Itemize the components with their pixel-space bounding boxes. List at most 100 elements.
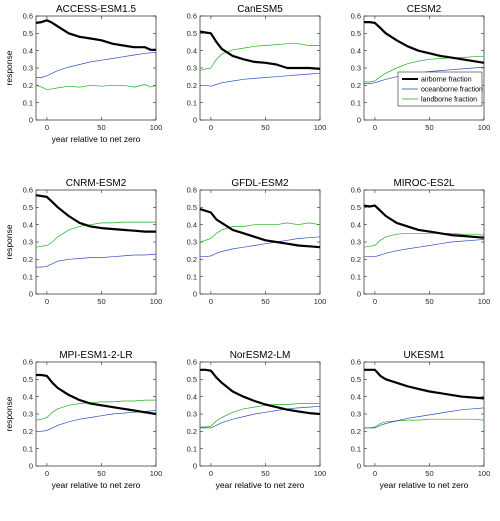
series-line-landborne (200, 403, 320, 428)
y-tick-label: 0.5 (187, 203, 197, 212)
y-tick-label: 0.4 (187, 220, 197, 229)
y-tick-label: 0.2 (187, 427, 197, 436)
panel-title: NorESM2-LM (230, 350, 291, 361)
panel-canesm5: 0 0.1 0.2 0.3 0.4 0.5 0.6 0 50 100 CanESM5 (187, 4, 327, 132)
x-tick-label: 0 (45, 297, 49, 306)
panel-title: MIROC-ES2L (393, 178, 455, 189)
y-tick-label: 0.6 (23, 358, 33, 367)
y-tick-label: 0.6 (23, 186, 33, 195)
y-tick-label: 0.3 (351, 64, 361, 73)
panel-cnrm-esm2: 0 0.1 0.2 0.3 0.4 0.5 0.6 0 50 100 CNRM-ESM2 respon… (4, 178, 162, 306)
plot-frame (35, 15, 157, 121)
y-tick-label: 0.4 (187, 392, 197, 401)
x-tick-label: 0 (373, 297, 377, 306)
series-line-oceanborne (36, 52, 157, 78)
x-tick-label: 100 (314, 123, 327, 132)
y-tick-label: 0 (29, 116, 33, 125)
panel-cesm2: 0 0.1 0.2 0.3 0.4 0.5 0.6 0 50 100 CESM2 airborne f… (351, 4, 491, 132)
y-tick-label: 0.5 (351, 29, 361, 38)
series-line-airborne (200, 368, 321, 416)
y-tick-label: 0.6 (351, 12, 361, 21)
y-tick-label: 0.1 (187, 444, 197, 453)
y-tick-label: 0.5 (351, 203, 361, 212)
panel-noresm2-lm: 0 0.1 0.2 0.3 0.4 0.5 0.6 0 50 100 NorESM2-LM year … (187, 350, 327, 490)
y-tick-label: 0.2 (351, 81, 361, 90)
x-tick-label: 50 (261, 123, 269, 132)
series-line-airborne (199, 208, 321, 249)
y-tick-label: 0.3 (23, 238, 33, 247)
legend-label: oceanborne fraction (421, 86, 483, 93)
y-tick-label: 0.1 (187, 98, 197, 107)
y-tick-label: 0.6 (187, 12, 197, 21)
series-line-landborne (199, 43, 320, 71)
series-line-landborne (199, 222, 321, 243)
x-tick-label: 0 (373, 469, 377, 478)
x-axis-label: year relative to net zero (52, 480, 141, 490)
y-tick-label: 0.3 (187, 410, 197, 419)
y-tick-label: 0.5 (351, 375, 361, 384)
y-tick-label: 0.6 (351, 358, 361, 367)
y-tick-label: 0.1 (23, 98, 33, 107)
series-line-airborne (363, 204, 485, 239)
y-tick-label: 0.3 (351, 410, 361, 419)
plot-frame (363, 189, 485, 295)
y-tick-label: 0.6 (351, 186, 361, 195)
y-tick-label: 0.4 (23, 392, 33, 401)
x-tick-label: 50 (261, 297, 269, 306)
plot-frame (35, 189, 157, 295)
x-tick-label: 50 (97, 297, 105, 306)
y-tick-label: 0.5 (23, 29, 33, 38)
series-line-oceanborne (36, 410, 157, 432)
y-tick-label: 0.5 (23, 375, 33, 384)
x-tick-label: 0 (209, 123, 213, 132)
x-tick-label: 50 (97, 123, 105, 132)
series-line-oceanborne (364, 239, 485, 258)
x-tick-label: 100 (314, 469, 327, 478)
x-axis-label: year relative to net zero (380, 480, 469, 490)
panel-title: UKESM1 (403, 350, 445, 361)
panel-title: MPI-ESM1-2-LR (59, 350, 132, 361)
panel-title: ACCESS-ESM1.5 (56, 4, 136, 15)
y-tick-label: 0.6 (187, 186, 197, 195)
y-tick-label: 0.6 (23, 12, 33, 21)
x-tick-label: 0 (373, 123, 377, 132)
series-line-airborne (35, 19, 156, 51)
panel-title: CanESM5 (237, 4, 283, 15)
y-tick-label: 0.3 (23, 410, 33, 419)
y-tick-label: 0.4 (351, 220, 361, 229)
x-tick-label: 100 (150, 123, 163, 132)
y-tick-label: 0.2 (351, 255, 361, 264)
series-line-oceanborne (36, 253, 157, 268)
series-line-airborne (35, 194, 156, 233)
y-tick-label: 0.2 (351, 427, 361, 436)
legend-label: landborne fraction (421, 96, 477, 103)
y-tick-label: 0.2 (23, 427, 33, 436)
series-line-oceanborne (364, 407, 485, 429)
y-tick-label: 0.1 (23, 444, 33, 453)
y-tick-label: 0.2 (23, 255, 33, 264)
panel-title: CNRM-ESM2 (66, 178, 127, 189)
y-tick-label: 0.4 (23, 220, 33, 229)
y-tick-label: 0.1 (351, 98, 361, 107)
y-tick-label: 0 (29, 462, 33, 471)
x-axis-label: year relative to net zero (52, 134, 141, 144)
x-tick-label: 0 (45, 469, 49, 478)
series-line-oceanborne (200, 405, 321, 429)
y-tick-label: 0.1 (187, 272, 197, 281)
y-tick-label: 0.2 (187, 255, 197, 264)
y-tick-label: 0.5 (23, 203, 33, 212)
y-tick-label: 0.3 (187, 238, 197, 247)
y-tick-label: 0 (357, 462, 361, 471)
plot-frame (199, 361, 321, 467)
panel-access-esm1-5: 0 0.1 0.2 0.3 0.4 0.5 0.6 0 50 100 ACCESS-ESM1.5 ye… (4, 4, 162, 144)
y-tick-label: 0 (357, 290, 361, 299)
y-tick-label: 0.3 (351, 238, 361, 247)
series-line-landborne (363, 232, 485, 248)
y-tick-label: 0.5 (187, 29, 197, 38)
y-tick-label: 0.2 (23, 81, 33, 90)
y-tick-label: 0.6 (187, 358, 197, 367)
x-tick-label: 50 (97, 469, 105, 478)
x-tick-label: 50 (425, 297, 433, 306)
x-tick-label: 50 (261, 469, 269, 478)
